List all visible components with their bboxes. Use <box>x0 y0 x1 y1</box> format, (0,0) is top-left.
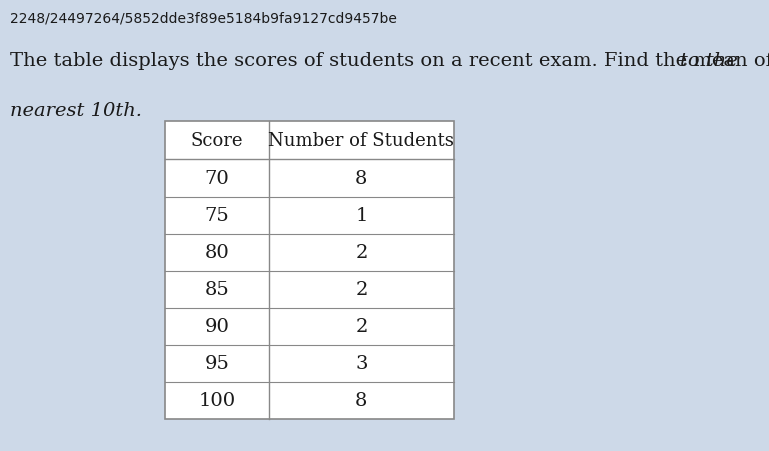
Text: 2248/24497264/5852dde3f89e5184b9fa9127cd9457be: 2248/24497264/5852dde3f89e5184b9fa9127cd… <box>10 11 397 25</box>
Text: 2: 2 <box>355 244 368 262</box>
Text: 75: 75 <box>205 207 230 225</box>
Text: 80: 80 <box>205 244 230 262</box>
Text: 100: 100 <box>198 391 236 410</box>
Text: 2: 2 <box>355 318 368 336</box>
Text: The table displays the scores of students on a recent exam. Find the mean of the: The table displays the scores of student… <box>10 52 769 70</box>
Text: 8: 8 <box>355 391 368 410</box>
Text: 85: 85 <box>205 281 230 299</box>
Text: 1: 1 <box>355 207 368 225</box>
Text: Number of Students: Number of Students <box>268 132 454 150</box>
Text: 3: 3 <box>355 354 368 373</box>
Text: Score: Score <box>191 132 244 150</box>
Text: 90: 90 <box>205 318 230 336</box>
Text: 2: 2 <box>355 281 368 299</box>
Text: nearest 10th.: nearest 10th. <box>10 101 142 120</box>
Text: 8: 8 <box>355 170 368 188</box>
Text: 70: 70 <box>205 170 230 188</box>
Text: to the: to the <box>680 52 737 70</box>
Text: 95: 95 <box>205 354 230 373</box>
